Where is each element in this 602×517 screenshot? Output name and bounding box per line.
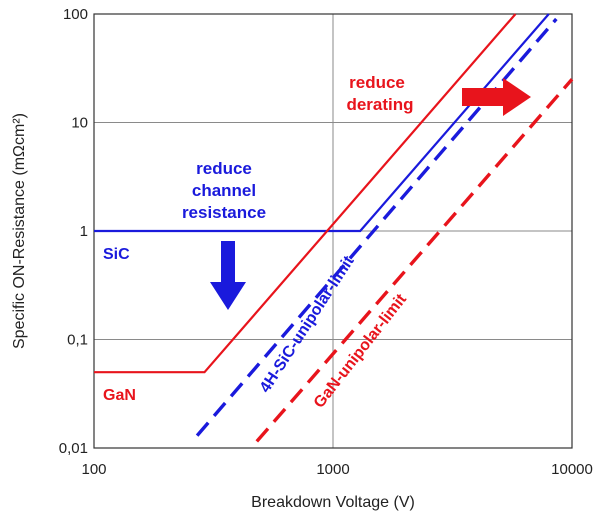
right-arrow (462, 78, 531, 116)
series-line-gan (94, 13, 517, 374)
x-tick-label: 1000 (316, 461, 349, 478)
y-tick-label: 0,01 (59, 440, 88, 457)
series-line-sic (94, 13, 550, 233)
annotation-reduce-channel-resistance: resistance (182, 203, 266, 222)
y-tick-label: 100 (63, 6, 88, 23)
y-tick-label: 1 (80, 223, 88, 240)
tick-labels: 100 1000 10000 0,01 0,1 1 10 100 (59, 6, 593, 478)
series-label-gan: GaN (103, 387, 136, 404)
y-axis-title: Specific ON-Resistance (mΩcm²) (11, 113, 28, 349)
x-axis-title: Breakdown Voltage (V) (251, 494, 415, 511)
y-tick-label: 10 (71, 115, 88, 132)
annotation-reduce-derating: derating (346, 95, 413, 114)
annotations: reduce channel resistance reduce derating (182, 73, 414, 222)
series-label-sic: SiC (103, 246, 130, 263)
annotation-reduce-channel-resistance: channel (192, 181, 256, 200)
x-tick-label: 100 (81, 461, 106, 478)
x-tick-label: 10000 (551, 461, 593, 478)
y-tick-label: 0,1 (67, 332, 88, 349)
down-arrow (210, 241, 246, 310)
series-line-gan-unipolar-limit (255, 78, 574, 443)
annotation-reduce-channel-resistance: reduce (196, 159, 252, 178)
arrows-group (210, 78, 531, 310)
annotation-reduce-derating: reduce (349, 73, 405, 92)
